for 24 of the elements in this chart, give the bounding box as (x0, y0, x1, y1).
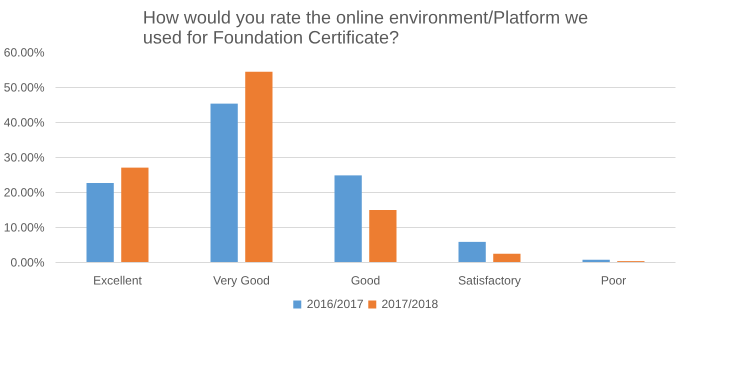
y-tick-label: 50.00% (4, 80, 45, 94)
y-tick-label: 40.00% (4, 116, 45, 130)
bar (245, 72, 272, 262)
x-tick-label: Good (350, 274, 380, 288)
bar (458, 242, 486, 262)
bar (86, 183, 114, 262)
y-tick-label: 20.00% (4, 186, 45, 200)
bar (210, 104, 238, 262)
bar (121, 168, 148, 262)
y-tick-label: 30.00% (4, 150, 45, 164)
bar (493, 254, 520, 262)
y-tick-label: 0.00% (10, 256, 45, 270)
legend-label: 2017/2018 (382, 297, 438, 311)
x-tick-label: Poor (600, 274, 626, 288)
bar (582, 260, 610, 262)
legend-label: 2016/2017 (306, 297, 364, 311)
bar (334, 175, 362, 262)
bar (369, 210, 396, 262)
y-tick-label: 10.00% (4, 220, 45, 234)
x-tick-label: Very Good (213, 274, 270, 288)
chart-title: How would you rate the online environment/Platform we used for Foundation Certificate? (142, 8, 588, 48)
x-tick-label: Satisfactory (458, 274, 521, 288)
x-tick-label: Excellent (93, 274, 143, 288)
y-tick-label: 60.00% (4, 46, 45, 60)
